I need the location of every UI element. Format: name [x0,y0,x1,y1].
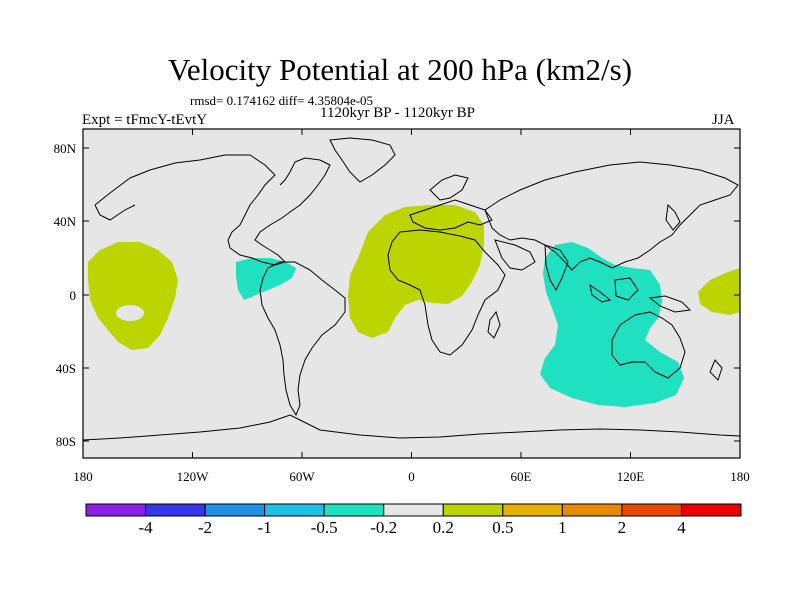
coast-africa [387,229,506,356]
colorbar-segment [680,503,742,517]
lat-tick-label: 40N [54,214,77,229]
coast-scandinavia [429,174,469,201]
colorbar-label: 1 [558,518,567,537]
coast-borneo [614,277,639,301]
lon-tick-label: 0 [408,469,415,484]
coast-japan [665,203,681,231]
colorbar-label: -4 [138,518,153,537]
colorbar [85,503,742,517]
colorbar-segment [145,503,206,517]
coast-sumatra [589,283,612,303]
coast-greenland [329,137,396,183]
anomaly-regions [88,205,740,407]
anomaly-region-east-pacific-positive [698,268,740,315]
coast-australia [611,311,686,379]
coast-europe [409,199,493,231]
colorbar-segment [383,503,444,517]
colorbar-segment [621,503,682,517]
coast-india [544,244,569,292]
lon-tick-label: 120E [617,469,645,484]
coast-north-america [94,154,331,266]
colorbar-segment [502,503,563,517]
lon-tick-label: 180 [73,469,93,484]
colorbar-label: 2 [617,518,627,537]
lon-tick-label: 60W [289,469,315,484]
coast-new-zealand [709,359,723,381]
colorbar-segment [561,503,623,517]
anomaly-region-central-pacific-positive [88,242,178,350]
coastlines [82,137,741,441]
colorbar-segment [85,503,147,517]
anomaly-hole [116,305,144,321]
coast-south-america [259,261,346,417]
colorbar-segment [204,503,266,517]
map-ticks: 180 120W 60W 0 60E 120E 180 80N 40N 0 40S 80S [54,129,750,484]
lon-tick-label: 60E [511,469,532,484]
coast-alaska [94,204,136,221]
colorbar-label: 0.5 [492,518,514,537]
colorbar-label: -0.2 [370,518,398,537]
rmsd-label: rmsd= 0.174162 diff= 4.35804e-05 [190,93,374,108]
colorbar-segment [323,503,385,517]
lat-tick-label: 80N [54,141,77,156]
anomaly-region-africa-atlantic-positive [348,205,484,338]
lat-tick-label: 40S [56,361,76,376]
coast-new-guinea [648,295,692,313]
colorbar-segment [442,503,504,517]
season-label: JJA [712,112,735,128]
lat-tick-label: 80S [56,434,76,449]
experiment-label: Expt = tFmcY-tEvtY [82,112,208,128]
coast-madagascar [487,310,501,339]
lat-tick-label: 0 [70,288,77,303]
coast-asia [484,161,739,271]
anomaly-region-caribbean-negative [236,258,296,300]
colorbar-label: 0.2 [432,518,454,537]
colorbar-label: 4 [677,518,686,537]
colorbar-label: -1 [257,518,272,537]
coast-antarctica [82,414,741,441]
period-label: 1120kyr BP - 1120kyr BP [320,105,476,121]
colorbar-label: -2 [197,518,213,537]
map-title: Velocity Potential at 200 hPa (km2/s) [167,52,633,87]
coast-arabia [494,239,536,271]
lon-tick-label: 180 [730,469,750,484]
lon-tick-label: 120W [177,469,210,484]
anomaly-region-indian-ocean-negative [540,242,684,407]
colorbar-segment [264,503,325,517]
colorbar-label: -0.5 [310,518,338,537]
